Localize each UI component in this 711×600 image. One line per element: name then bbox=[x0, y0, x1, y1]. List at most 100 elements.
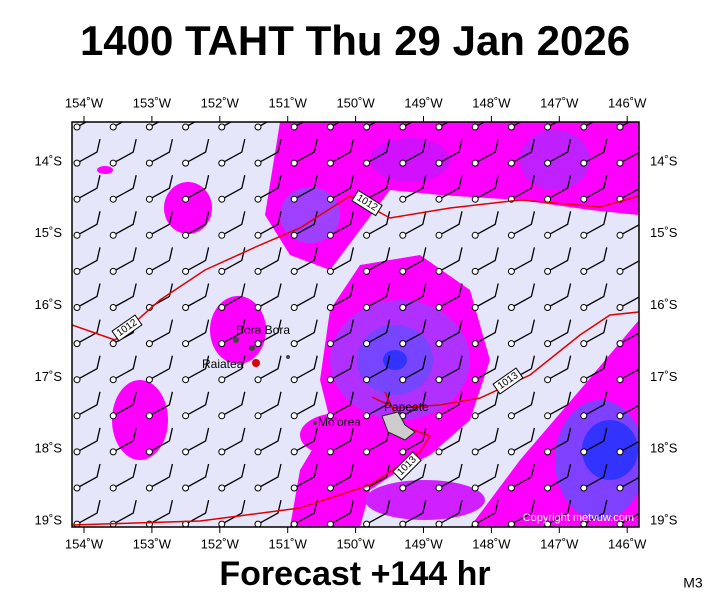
station bbox=[363, 448, 371, 456]
station bbox=[399, 376, 407, 384]
barb bbox=[149, 175, 174, 200]
barb bbox=[583, 319, 608, 345]
station bbox=[145, 195, 153, 203]
station bbox=[182, 376, 190, 384]
barb bbox=[438, 427, 463, 453]
station bbox=[145, 231, 153, 239]
barb bbox=[76, 499, 101, 525]
barb bbox=[293, 122, 305, 128]
station bbox=[471, 448, 479, 456]
barb bbox=[547, 499, 572, 525]
barb bbox=[619, 440, 639, 453]
station bbox=[363, 520, 371, 527]
station bbox=[145, 340, 153, 348]
barb bbox=[76, 122, 88, 128]
station bbox=[145, 123, 153, 131]
islands bbox=[233, 337, 416, 441]
station bbox=[218, 231, 226, 239]
station bbox=[616, 267, 624, 275]
barb bbox=[112, 247, 137, 272]
label-box bbox=[392, 451, 422, 481]
barb bbox=[149, 138, 174, 164]
barb bbox=[511, 283, 536, 309]
barb bbox=[366, 463, 391, 489]
station bbox=[471, 195, 479, 203]
wind-barbs bbox=[73, 122, 639, 527]
barb bbox=[511, 427, 536, 453]
lat-label: 15˚S bbox=[650, 225, 678, 240]
barb bbox=[185, 499, 210, 525]
station bbox=[326, 376, 334, 384]
station bbox=[580, 267, 588, 275]
barb bbox=[474, 463, 499, 489]
barb bbox=[474, 427, 499, 453]
barb bbox=[293, 247, 318, 272]
barb bbox=[619, 296, 639, 309]
station bbox=[616, 520, 624, 527]
barb bbox=[149, 499, 174, 525]
barb bbox=[583, 391, 608, 417]
station bbox=[507, 484, 515, 492]
station bbox=[218, 267, 226, 275]
station bbox=[73, 195, 81, 203]
station bbox=[435, 484, 443, 492]
station bbox=[616, 123, 624, 131]
lat-label: 17˚S bbox=[650, 369, 678, 384]
lon-label: 146˚W bbox=[608, 95, 647, 110]
barb bbox=[221, 499, 246, 525]
barb bbox=[185, 211, 210, 236]
station bbox=[254, 195, 262, 203]
barb bbox=[185, 247, 210, 272]
station bbox=[218, 412, 226, 420]
barb bbox=[511, 138, 536, 164]
station bbox=[182, 448, 190, 456]
station bbox=[471, 412, 479, 420]
station bbox=[254, 484, 262, 492]
station bbox=[109, 123, 117, 131]
station bbox=[544, 484, 552, 492]
barb bbox=[149, 391, 174, 417]
station bbox=[580, 484, 588, 492]
station bbox=[616, 484, 624, 492]
station bbox=[145, 159, 153, 167]
station bbox=[73, 340, 81, 348]
station bbox=[326, 520, 334, 527]
station bbox=[471, 340, 479, 348]
barb bbox=[438, 355, 463, 381]
station bbox=[507, 231, 515, 239]
station bbox=[254, 304, 262, 311]
place-name: Papeete bbox=[384, 400, 429, 414]
barb bbox=[112, 122, 124, 128]
station bbox=[145, 267, 153, 275]
barb bbox=[221, 283, 246, 309]
station bbox=[399, 267, 407, 275]
station bbox=[109, 376, 117, 384]
station bbox=[471, 231, 479, 239]
barb bbox=[402, 138, 427, 164]
barb bbox=[257, 319, 282, 345]
barb bbox=[221, 319, 246, 345]
barb bbox=[330, 211, 355, 236]
station bbox=[145, 376, 153, 384]
station bbox=[399, 159, 407, 167]
station bbox=[435, 267, 443, 275]
barb bbox=[619, 188, 639, 200]
station bbox=[109, 304, 117, 311]
station bbox=[290, 412, 298, 420]
barb bbox=[583, 211, 608, 236]
barb bbox=[438, 247, 463, 272]
barb bbox=[185, 319, 210, 345]
barb bbox=[76, 247, 101, 272]
barb bbox=[185, 175, 210, 200]
station bbox=[435, 123, 443, 131]
barb bbox=[438, 122, 450, 128]
station bbox=[109, 340, 117, 348]
barb bbox=[366, 138, 391, 164]
station bbox=[326, 304, 334, 311]
lon-label: 149˚W bbox=[404, 536, 443, 551]
barb bbox=[366, 319, 391, 345]
station bbox=[218, 376, 226, 384]
station bbox=[435, 231, 443, 239]
station bbox=[507, 123, 515, 131]
station bbox=[182, 123, 190, 131]
